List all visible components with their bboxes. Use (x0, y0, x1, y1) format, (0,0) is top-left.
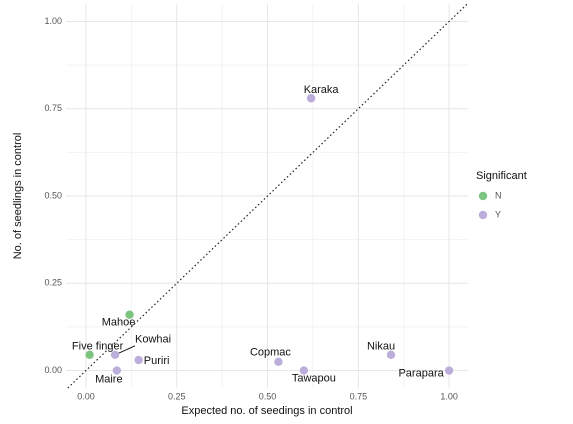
y-tick-label: 1.00 (44, 16, 62, 26)
y-tick-label: 0.50 (44, 190, 62, 200)
point-label: Maire (95, 373, 123, 385)
y-tick-label: 0.75 (44, 103, 62, 113)
y-tick-label: 0.00 (44, 365, 62, 375)
point-label: Copmac (250, 347, 291, 359)
x-tick-label: 0.75 (350, 391, 368, 401)
point-label: Mahoe (102, 317, 136, 329)
point (274, 357, 283, 367)
x-axis-label: Expected no. of seedings in control (181, 405, 352, 417)
legend-title: Significant (476, 170, 527, 182)
point (112, 366, 122, 375)
point (110, 350, 120, 360)
point-label: Nikau (367, 341, 395, 353)
legend-swatch (478, 210, 488, 220)
point (386, 350, 396, 360)
point-label: Karaka (304, 84, 340, 96)
y-tick-label: 0.25 (44, 278, 62, 288)
x-tick-label: 0.50 (259, 391, 277, 401)
point-label: Five finger (72, 341, 124, 353)
point-label: Parapara (398, 367, 444, 379)
x-tick-label: 0.25 (168, 391, 186, 401)
y-axis-label: No. of seedlings in control (12, 133, 24, 260)
legend-swatch (478, 191, 488, 201)
point (85, 350, 94, 360)
point-label: Kowhai (135, 334, 171, 346)
reference-line (67, 3, 468, 389)
point (134, 355, 143, 365)
legend-label: Y (495, 209, 501, 219)
point (125, 310, 134, 319)
x-tick-label: 1.00 (440, 391, 458, 401)
point (299, 366, 309, 375)
point-label: Puriri (144, 355, 170, 367)
point-label: Tawapou (292, 372, 336, 384)
point (444, 366, 454, 375)
x-tick-label: 0.00 (77, 391, 95, 401)
point (306, 94, 316, 103)
legend-label: N (495, 190, 502, 200)
